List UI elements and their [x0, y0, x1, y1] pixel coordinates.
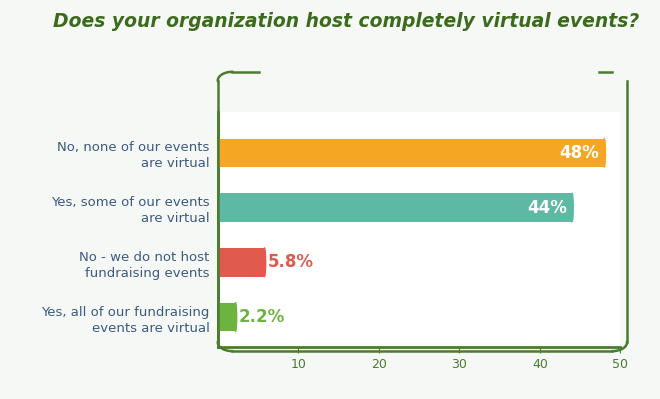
- Bar: [218, 303, 236, 331]
- Text: 2.2%: 2.2%: [239, 308, 285, 326]
- Text: 48%: 48%: [560, 144, 599, 162]
- Text: 5.8%: 5.8%: [268, 253, 314, 271]
- Ellipse shape: [234, 303, 237, 331]
- Text: 44%: 44%: [527, 199, 567, 217]
- Ellipse shape: [603, 138, 605, 167]
- Bar: [218, 138, 605, 167]
- Ellipse shape: [571, 193, 574, 222]
- Text: Does your organization host completely virtual events?: Does your organization host completely v…: [53, 12, 639, 31]
- Ellipse shape: [263, 248, 266, 277]
- Bar: [218, 193, 572, 222]
- Bar: [218, 248, 265, 277]
